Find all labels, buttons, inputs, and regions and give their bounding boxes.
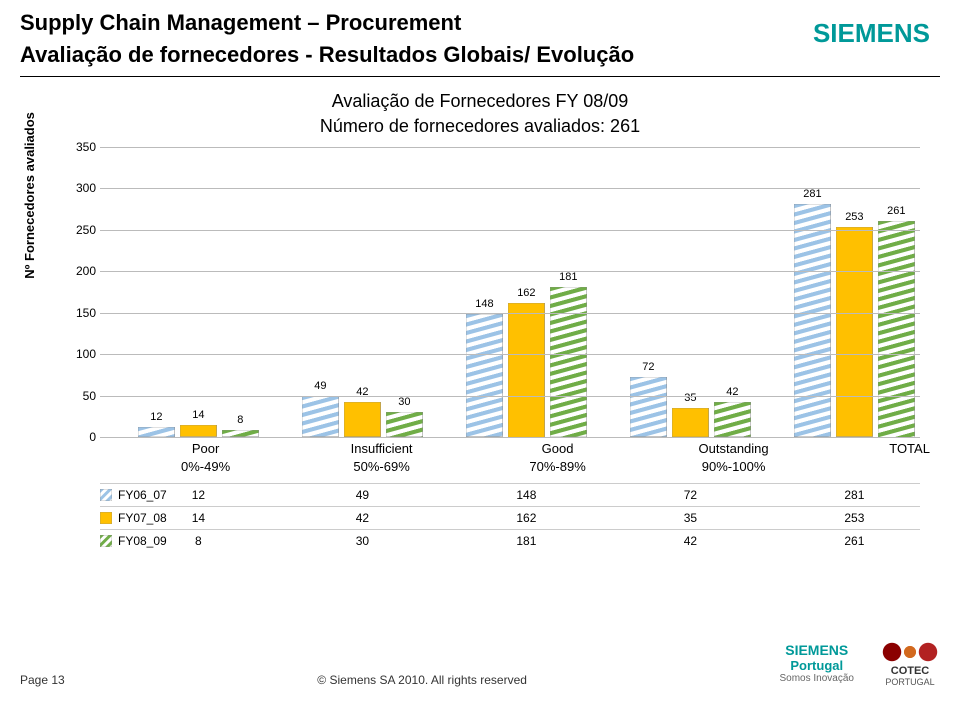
bar-FY06_07: 12 — [138, 427, 175, 437]
ytick: 350 — [66, 140, 96, 154]
range-label: 0%-49% — [135, 459, 276, 474]
siemens-logo: SIEMENS — [813, 18, 930, 49]
range-label: 90%-100% — [663, 459, 804, 474]
bar-value-label: 181 — [550, 271, 587, 283]
range-label: 70%-89% — [487, 459, 628, 474]
category-label: TOTAL — [839, 441, 960, 456]
legend-value: 42 — [625, 530, 756, 552]
legend-value: 253 — [789, 507, 920, 529]
legend-table: FY06_07124914872281FY07_08144216235253FY… — [100, 483, 920, 552]
ytick: 150 — [66, 306, 96, 320]
copyright: © Siemens SA 2010. All rights reserved — [317, 673, 527, 687]
chart-title: Avaliação de Fornecedores FY 08/09 — [0, 91, 960, 112]
bar-FY07_08: 14 — [180, 425, 217, 437]
gridline — [100, 188, 920, 189]
legend-value: 49 — [297, 484, 428, 506]
bar-FY07_08: 253 — [836, 227, 873, 437]
gridline — [100, 396, 920, 397]
legend-value: 261 — [789, 530, 920, 552]
chart: Nº Fornecedores avaliados 12148494230148… — [40, 147, 920, 577]
legend-value: 72 — [625, 484, 756, 506]
legend-swatch — [100, 489, 112, 501]
chart-subtitle: Número de fornecedores avaliados: 261 — [0, 116, 960, 137]
legend-value: 30 — [297, 530, 428, 552]
page-title: Supply Chain Management – Procurement — [20, 10, 940, 36]
gridline — [100, 230, 920, 231]
bar-value-label: 148 — [466, 298, 503, 310]
bar-FY07_08: 35 — [672, 408, 709, 437]
bar-FY08_09: 181 — [550, 287, 587, 437]
ytick: 200 — [66, 264, 96, 278]
page-number: Page 13 — [20, 673, 65, 687]
legend-value: 162 — [461, 507, 592, 529]
gridline — [100, 437, 920, 438]
footer: Page 13 © Siemens SA 2010. All rights re… — [20, 639, 940, 687]
bar-FY08_09: 8 — [222, 430, 259, 437]
bar-value-label: 162 — [508, 287, 545, 299]
legend-value: 181 — [461, 530, 592, 552]
legend-value: 35 — [625, 507, 756, 529]
bar-FY07_08: 42 — [344, 402, 381, 437]
bar-value-label: 261 — [878, 205, 915, 217]
category-label: Outstanding — [663, 441, 804, 456]
bar-value-label: 253 — [836, 211, 873, 223]
bar-FY06_07: 148 — [466, 314, 503, 437]
range-label: 50%-69% — [311, 459, 452, 474]
page-subtitle: Avaliação de fornecedores - Resultados G… — [20, 42, 940, 68]
yaxis-label: Nº Fornecedores avaliados — [22, 112, 37, 279]
bar-FY08_09: 42 — [714, 402, 751, 437]
cotec-logo: COTEC PORTUGAL — [880, 639, 940, 687]
legend-value: 42 — [297, 507, 428, 529]
ytick: 0 — [66, 430, 96, 444]
ytick: 50 — [66, 389, 96, 403]
bar-value-label: 12 — [138, 411, 175, 423]
legend-value: 8 — [133, 530, 264, 552]
gridline — [100, 147, 920, 148]
bar-value-label: 30 — [386, 396, 423, 408]
ytick: 100 — [66, 347, 96, 361]
legend-value: 281 — [789, 484, 920, 506]
legend-row: FY07_08144216235253 — [100, 506, 920, 529]
category-label: Poor — [135, 441, 276, 456]
plot-area: 12148494230148162181723542281253261 0501… — [100, 147, 920, 437]
bar-value-label: 72 — [630, 361, 667, 373]
bar-value-label: 8 — [222, 414, 259, 426]
bar-FY08_09: 30 — [386, 412, 423, 437]
legend-value: 14 — [133, 507, 264, 529]
legend-value: 148 — [461, 484, 592, 506]
legend-row: FY08_0983018142261 — [100, 529, 920, 552]
legend-swatch — [100, 535, 112, 547]
bar-value-label: 35 — [672, 392, 709, 404]
bar-FY08_09: 261 — [878, 221, 915, 437]
bar-FY06_07: 72 — [630, 377, 667, 437]
bar-FY06_07: 281 — [794, 204, 831, 437]
bar-value-label: 14 — [180, 409, 217, 421]
ytick: 250 — [66, 223, 96, 237]
gridline — [100, 313, 920, 314]
ytick: 300 — [66, 181, 96, 195]
legend-value: 12 — [133, 484, 264, 506]
divider — [20, 76, 940, 77]
bar-value-label: 281 — [794, 188, 831, 200]
gridline — [100, 271, 920, 272]
category-label: Insufficient — [311, 441, 452, 456]
bar-value-label: 49 — [302, 380, 339, 392]
bar-FY07_08: 162 — [508, 303, 545, 437]
siemens-portugal-logo: SIEMENS Portugal Somos Inovação — [780, 642, 855, 684]
gridline — [100, 354, 920, 355]
bar-FY06_07: 49 — [302, 396, 339, 437]
legend-row: FY06_07124914872281 — [100, 483, 920, 506]
category-label: Good — [487, 441, 628, 456]
legend-swatch — [100, 512, 112, 524]
